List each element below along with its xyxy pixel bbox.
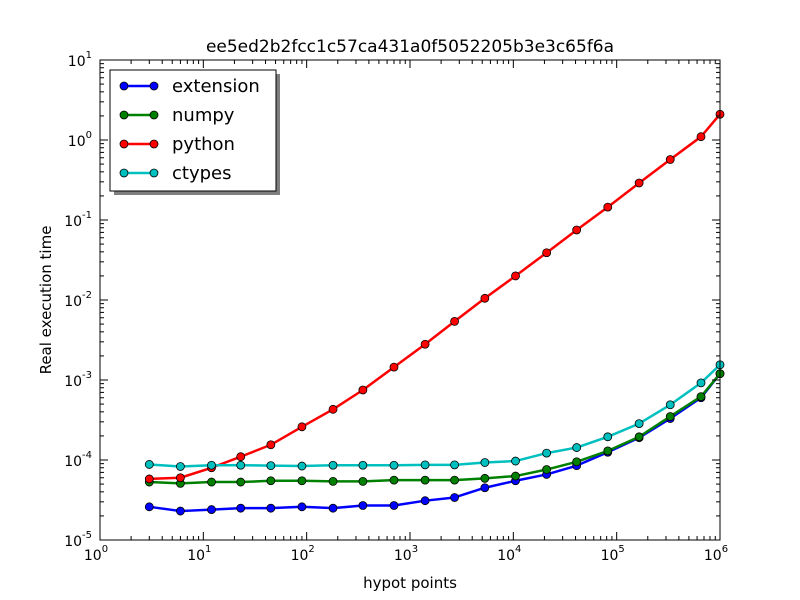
data-point-numpy (236, 477, 246, 487)
data-point-python (665, 155, 675, 164)
data-point-extension (389, 501, 399, 510)
data-point-numpy (389, 475, 399, 485)
data-point-extension (328, 503, 338, 513)
data-point-python (603, 202, 613, 212)
data-point-ctypes (207, 460, 216, 470)
data-point-ctypes (420, 460, 430, 470)
legend-swatch-marker (119, 139, 129, 149)
legend-box (109, 69, 277, 192)
data-point-ctypes (634, 419, 644, 429)
data-point-numpy (511, 471, 520, 481)
data-point-numpy (358, 477, 368, 486)
data-point-numpy (207, 477, 216, 487)
legend-swatch-marker (119, 168, 129, 178)
data-point-extension (236, 503, 246, 513)
data-point-python (480, 293, 490, 303)
x-axis-label: hypot points (363, 574, 457, 592)
data-point-python (176, 473, 185, 483)
data-point-numpy (297, 476, 307, 486)
data-point-ctypes (696, 378, 706, 388)
data-point-ctypes (511, 456, 520, 466)
data-point-ctypes (480, 458, 490, 467)
data-point-numpy (420, 475, 430, 485)
data-point-numpy (450, 475, 459, 485)
legend-label: python (172, 134, 235, 155)
data-point-numpy (480, 473, 490, 483)
data-point-numpy (328, 477, 338, 486)
data-point-ctypes (266, 461, 276, 471)
data-point-ctypes (358, 460, 368, 470)
data-point-extension (297, 502, 307, 512)
series-line-numpy (149, 372, 721, 485)
legend-label: extension (172, 76, 260, 97)
data-point-python (236, 452, 246, 462)
series-line-python (149, 113, 721, 481)
data-point-extension (420, 496, 430, 506)
data-point-python (450, 317, 459, 326)
data-point-ctypes (665, 400, 675, 410)
data-point-ctypes (389, 460, 399, 470)
legend: extension numpy python ctypes (109, 69, 280, 195)
chart-title: ee5ed2b2fcc1c57ca431a0f5052205b3e3c65f6a (206, 37, 614, 57)
data-point-python (389, 362, 399, 372)
data-point-python (297, 422, 307, 432)
data-point-numpy (696, 392, 706, 402)
legend-swatch-marker (149, 139, 159, 149)
data-point-python (572, 225, 582, 235)
legend-label: numpy (172, 105, 235, 126)
data-point-ctypes (328, 460, 338, 470)
data-point-extension (266, 503, 276, 513)
data-point-numpy (572, 457, 582, 467)
data-point-numpy (634, 432, 644, 442)
data-point-ctypes (572, 443, 582, 452)
data-point-python (328, 404, 338, 414)
legend-swatch-marker (149, 81, 159, 91)
data-point-extension (176, 506, 185, 516)
data-point-extension (358, 501, 368, 510)
series-line-ctypes (149, 363, 721, 468)
data-point-ctypes (603, 432, 613, 442)
data-point-ctypes (450, 460, 459, 470)
data-point-ctypes (176, 462, 185, 471)
data-point-numpy (665, 412, 675, 421)
data-point-numpy (603, 446, 613, 456)
legend-swatch-marker (119, 81, 129, 91)
data-point-numpy (266, 476, 276, 486)
data-point-python (144, 474, 154, 484)
data-point-extension (144, 502, 154, 512)
legend-label: ctypes (172, 163, 231, 184)
legend-swatch-marker (119, 110, 129, 120)
data-point-python (542, 248, 552, 258)
legend-swatch-marker (149, 110, 159, 120)
data-point-extension (450, 493, 459, 502)
data-point-ctypes (542, 448, 552, 458)
data-point-python (634, 178, 644, 188)
y-axis-label: Real execution time (37, 226, 55, 375)
data-point-ctypes (144, 460, 154, 469)
data-point-python (358, 385, 368, 395)
data-point-python (420, 339, 430, 349)
data-point-ctypes (236, 460, 246, 470)
data-point-extension (480, 483, 490, 493)
data-point-python (266, 440, 276, 450)
series-layer (144, 109, 725, 516)
data-point-python (511, 271, 520, 281)
data-point-ctypes (297, 461, 307, 471)
data-point-numpy (542, 465, 552, 474)
legend-swatch-marker (149, 168, 159, 178)
data-point-python (696, 132, 706, 142)
data-point-extension (207, 505, 216, 514)
